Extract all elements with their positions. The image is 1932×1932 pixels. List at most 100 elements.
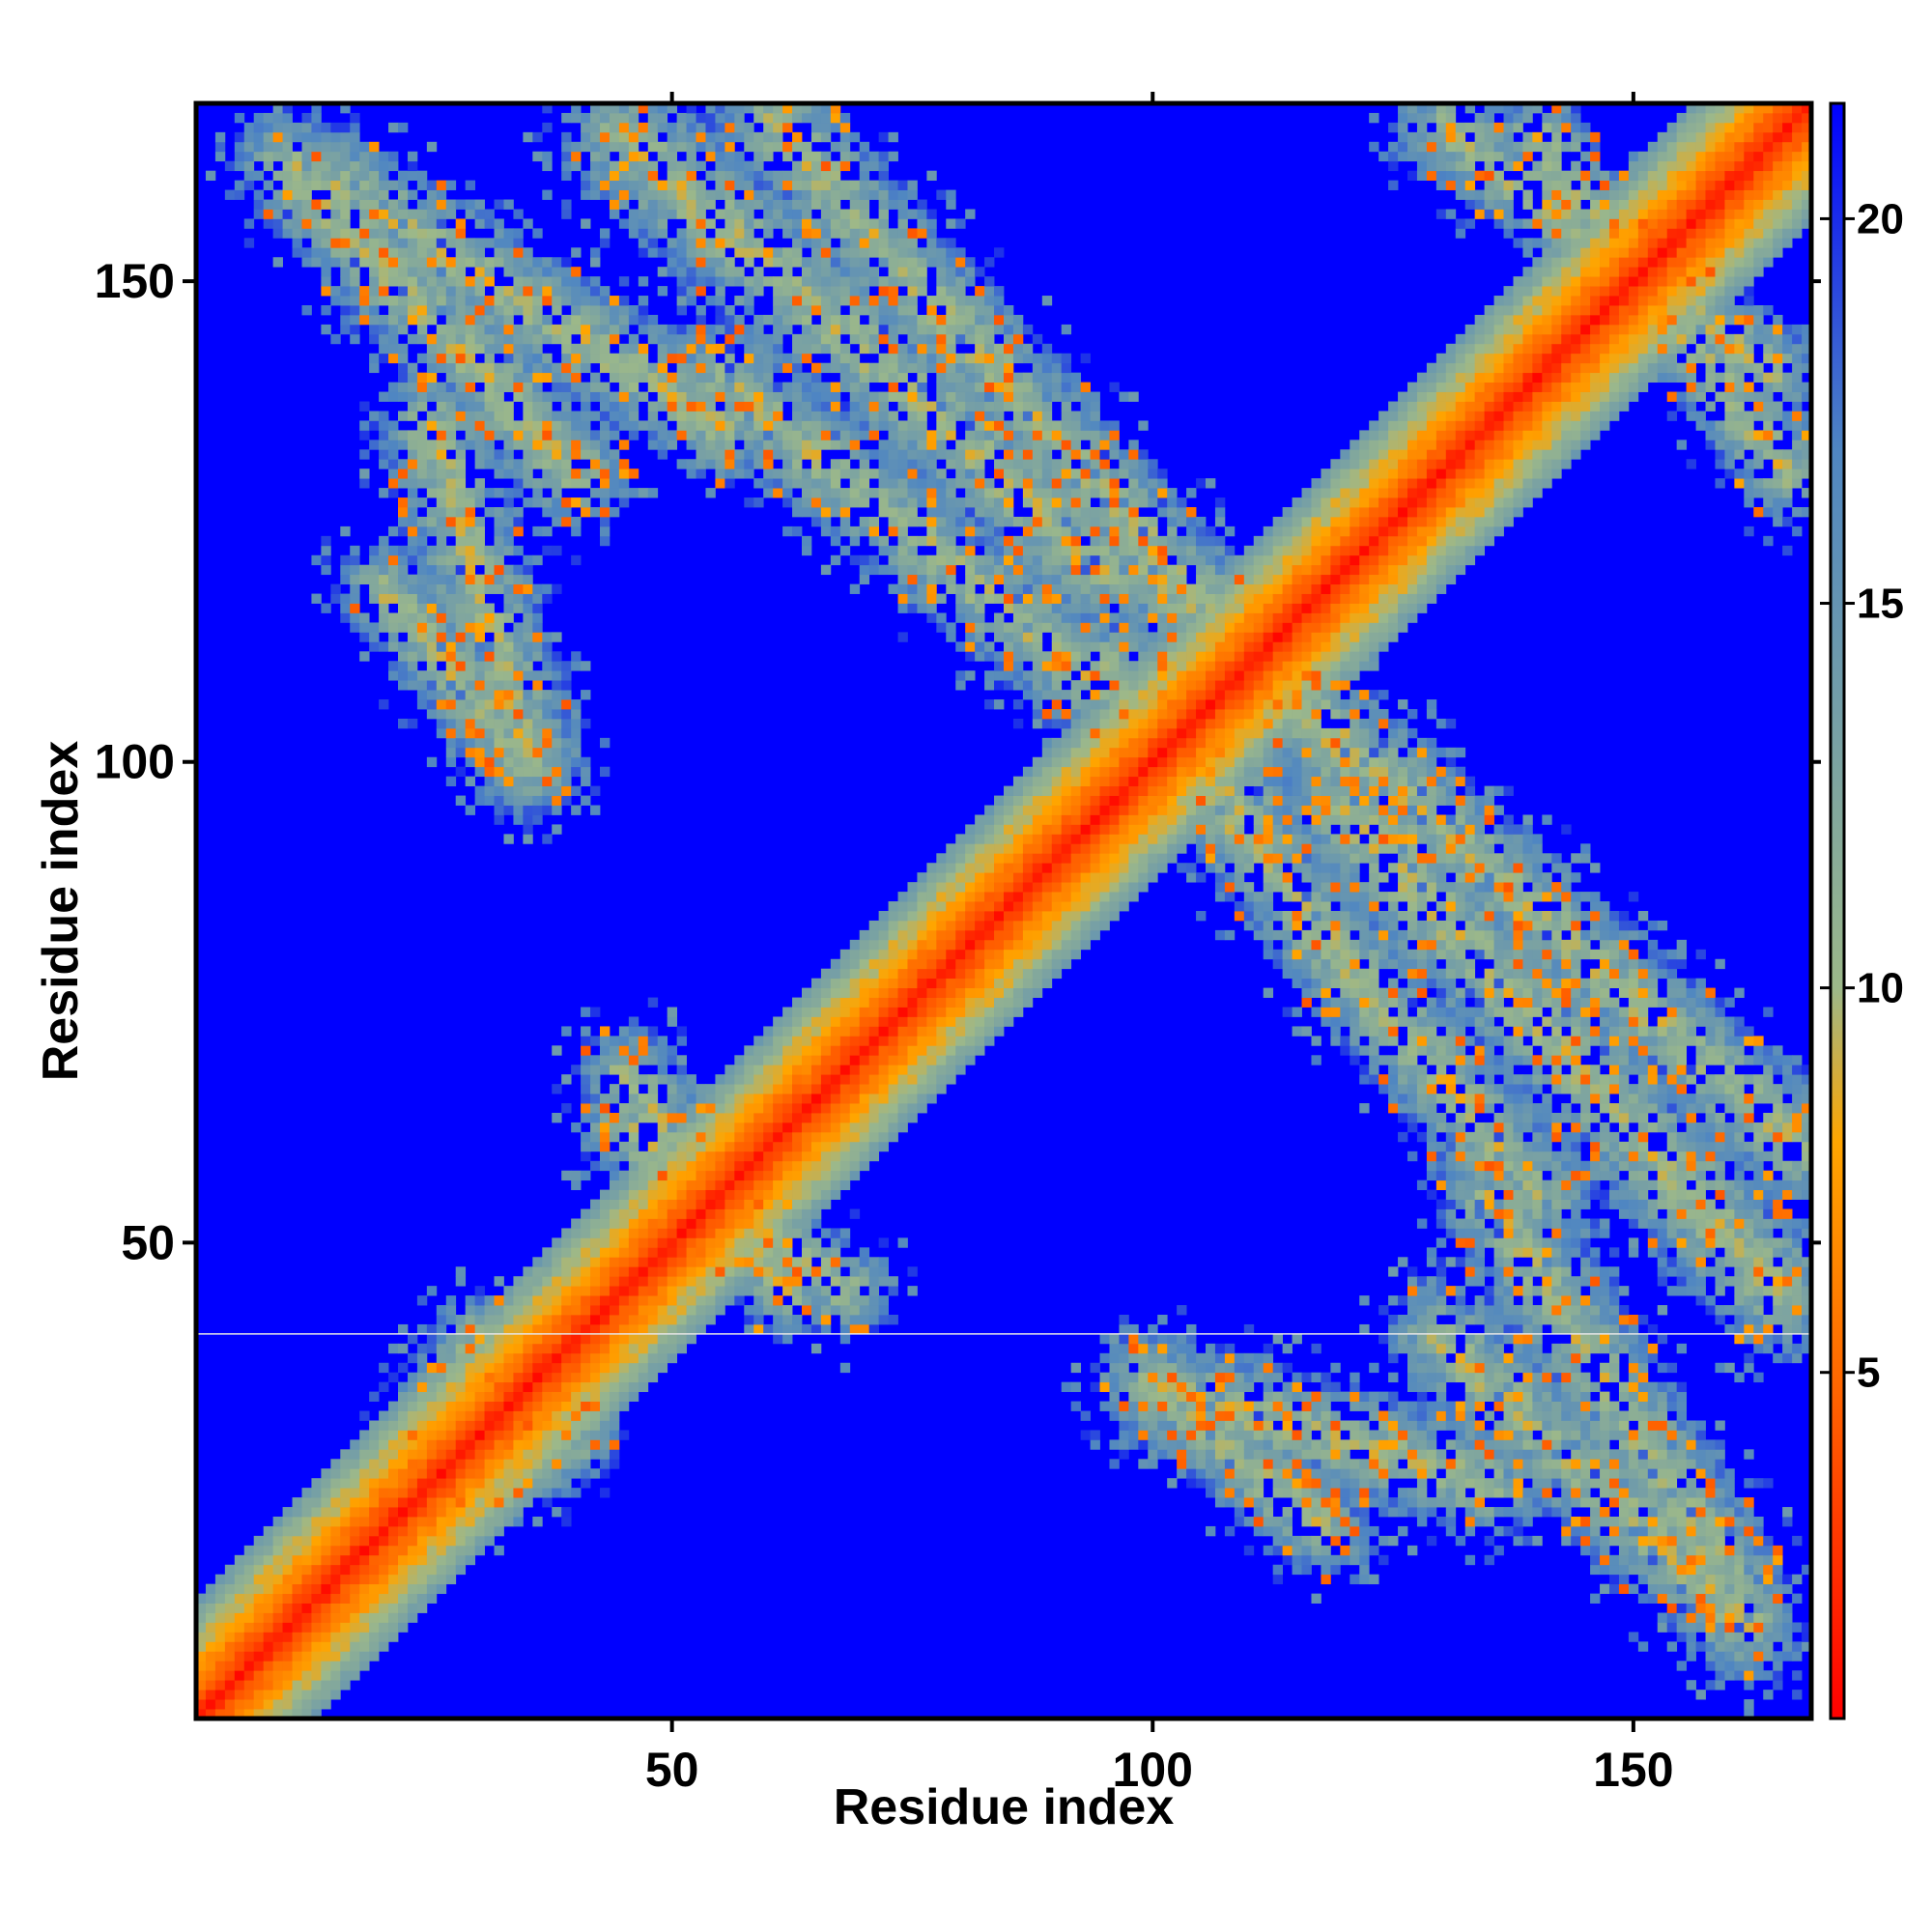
heatmap-cell	[513, 333, 524, 345]
heatmap-cell	[292, 1593, 302, 1604]
heatmap-cell	[484, 238, 495, 248]
heatmap-cell	[830, 1113, 841, 1123]
heatmap-cell	[888, 987, 898, 998]
heatmap-cell	[571, 411, 582, 421]
heatmap-cell	[523, 776, 533, 787]
heatmap-cell	[581, 401, 591, 412]
heatmap-cell	[917, 430, 927, 440]
heatmap-cell	[581, 1228, 591, 1238]
heatmap-cell	[724, 1113, 735, 1123]
heatmap-cell	[523, 1352, 533, 1364]
heatmap-cell	[513, 430, 524, 440]
heatmap-cell	[744, 372, 754, 384]
heatmap-cell	[484, 209, 495, 219]
heatmap-cell	[696, 1122, 706, 1133]
heatmap-cell	[705, 1247, 716, 1258]
heatmap-cell	[388, 1420, 399, 1431]
heatmap-cell	[542, 1333, 553, 1345]
heatmap-cell	[763, 314, 774, 326]
heatmap-cell	[243, 1603, 255, 1613]
heatmap-cell	[465, 382, 476, 392]
heatmap-cell	[474, 1323, 485, 1335]
heatmap-cell	[657, 343, 668, 355]
heatmap-cell	[810, 1276, 822, 1287]
heatmap-cell	[946, 420, 956, 431]
heatmap-cell	[946, 574, 956, 585]
heatmap-cell	[628, 1208, 639, 1219]
heatmap-cell	[715, 1266, 725, 1277]
heatmap-cell	[724, 391, 735, 402]
heatmap-cell	[820, 1103, 832, 1114]
heatmap-cell	[494, 305, 504, 316]
heatmap-cell	[618, 440, 630, 450]
heatmap-cell	[445, 709, 457, 720]
heatmap-cell	[398, 1401, 409, 1411]
heatmap-cell	[436, 238, 447, 248]
heatmap-cell	[734, 1170, 745, 1181]
heatmap-cell	[667, 122, 678, 133]
heatmap-cell	[600, 1372, 611, 1383]
heatmap-cell	[590, 1401, 601, 1411]
heatmap-cell	[955, 1055, 966, 1065]
heatmap-cell	[917, 267, 927, 277]
heatmap-cell	[494, 1391, 504, 1402]
heatmap-cell	[628, 1113, 639, 1123]
heatmap-cell	[455, 766, 467, 778]
heatmap-cell	[878, 1276, 889, 1287]
heatmap-cell	[552, 372, 562, 384]
heatmap-cell	[340, 209, 351, 219]
heatmap-cell	[676, 1237, 687, 1248]
heatmap-cell	[436, 1574, 447, 1585]
heatmap-cell	[272, 1670, 283, 1681]
heatmap-cell	[638, 1113, 649, 1123]
heatmap-cell	[503, 1372, 514, 1383]
heatmap-cell	[734, 1151, 745, 1162]
heatmap-cell	[715, 209, 725, 219]
heatmap-cell	[484, 353, 495, 364]
heatmap-cell	[676, 1179, 687, 1191]
heatmap-cell	[321, 1593, 331, 1604]
heatmap-cell	[600, 1276, 611, 1287]
heatmap-cell	[272, 199, 283, 210]
heatmap-cell	[388, 1525, 399, 1537]
heatmap-cell	[484, 459, 495, 469]
heatmap-cell	[802, 296, 812, 306]
heatmap-cell	[484, 747, 495, 758]
heatmap-cell	[810, 478, 822, 489]
heatmap-cell	[542, 709, 553, 720]
heatmap-cell	[590, 122, 601, 133]
heatmap-cell	[455, 661, 467, 671]
heatmap-cell	[878, 987, 889, 998]
heatmap-cell	[839, 1160, 851, 1172]
heatmap-cell	[946, 1074, 956, 1085]
heatmap-cell	[888, 199, 898, 210]
heatmap-cell	[638, 420, 649, 431]
heatmap-cell	[330, 1554, 341, 1566]
heatmap-cell	[484, 727, 495, 739]
heatmap-cell	[868, 189, 880, 200]
heatmap-cell	[474, 209, 485, 219]
heatmap-cell	[494, 228, 504, 239]
heatmap-cell	[426, 1545, 438, 1556]
heatmap-cell	[513, 238, 524, 248]
heatmap-cell	[600, 516, 611, 527]
heatmap-cell	[523, 430, 533, 440]
heatmap-cell	[628, 1045, 639, 1056]
heatmap-cell	[369, 1593, 380, 1604]
heatmap-cell	[839, 507, 851, 518]
heatmap-cell	[301, 1632, 312, 1642]
heatmap-cell	[917, 939, 927, 951]
heatmap-cell	[628, 112, 639, 124]
heatmap-cell	[734, 324, 745, 335]
heatmap-cell	[561, 1315, 572, 1325]
heatmap-cell	[859, 1131, 870, 1143]
heatmap-cell	[638, 1208, 649, 1219]
heatmap-cell	[897, 593, 908, 604]
heatmap-cell	[224, 1574, 236, 1585]
heatmap-cell	[523, 469, 533, 479]
heatmap-cell	[416, 449, 428, 460]
heatmap-cell	[618, 296, 630, 306]
heatmap-cell	[445, 276, 457, 287]
heatmap-cell	[196, 1651, 207, 1662]
heatmap-cell	[773, 1131, 783, 1143]
